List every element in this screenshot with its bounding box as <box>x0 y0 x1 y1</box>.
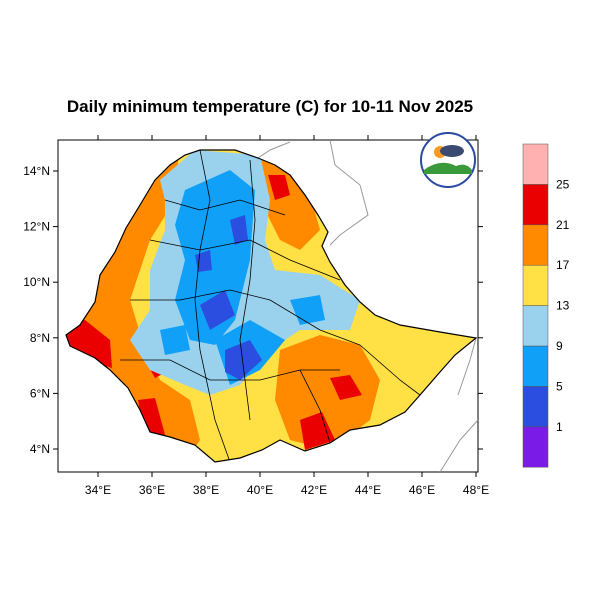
lat-tick-label: 6°N <box>30 386 50 400</box>
colorbar-swatch <box>522 264 549 306</box>
colorbar-swatch <box>522 345 549 387</box>
neighbour-borders <box>257 139 479 473</box>
lat-tick-label: 12°N <box>23 220 50 234</box>
lat-tick-label: 8°N <box>30 331 50 345</box>
lat-tick-label: 4°N <box>30 442 50 456</box>
lon-tick-label: 38°E <box>193 483 219 497</box>
axis-ticks: 34°E 36°E 38°E 40°E 42°E 44°E 46°E 48°E 14°N 12°N… <box>23 135 489 497</box>
lon-tick-label: 46°E <box>409 483 435 497</box>
colorbar-label: 9 <box>556 339 563 353</box>
colorbar-label: 5 <box>556 379 563 393</box>
lon-tick-label: 34°E <box>85 483 111 497</box>
colorbar: 1 5 9 13 17 21 25 <box>522 143 570 468</box>
lon-tick-label: 42°E <box>301 483 327 497</box>
lon-tick-label: 48°E <box>463 483 489 497</box>
colorbar-label: 13 <box>556 299 570 313</box>
lat-tick-label: 10°N <box>23 275 50 289</box>
lon-tick-label: 36°E <box>139 483 165 497</box>
colorbar-swatch <box>522 426 549 468</box>
colorbar-label: 17 <box>556 258 570 272</box>
colorbar-swatch <box>522 184 549 226</box>
colorbar-label: 1 <box>556 420 563 434</box>
colorbar-swatch <box>522 224 549 266</box>
lat-tick-label: 14°N <box>23 164 50 178</box>
lon-tick-label: 40°E <box>247 483 273 497</box>
lon-tick-label: 44°E <box>355 483 381 497</box>
colorbar-swatch <box>522 305 549 347</box>
colorbar-swatch <box>522 143 549 185</box>
colorbar-label: 21 <box>556 218 570 232</box>
colorbar-label: 25 <box>556 177 570 191</box>
ethiopian-meteorological-institute-logo <box>420 132 476 188</box>
colorbar-swatch <box>522 386 549 428</box>
map-title: Daily minimum temperature (C) for 10-11 … <box>66 97 474 116</box>
